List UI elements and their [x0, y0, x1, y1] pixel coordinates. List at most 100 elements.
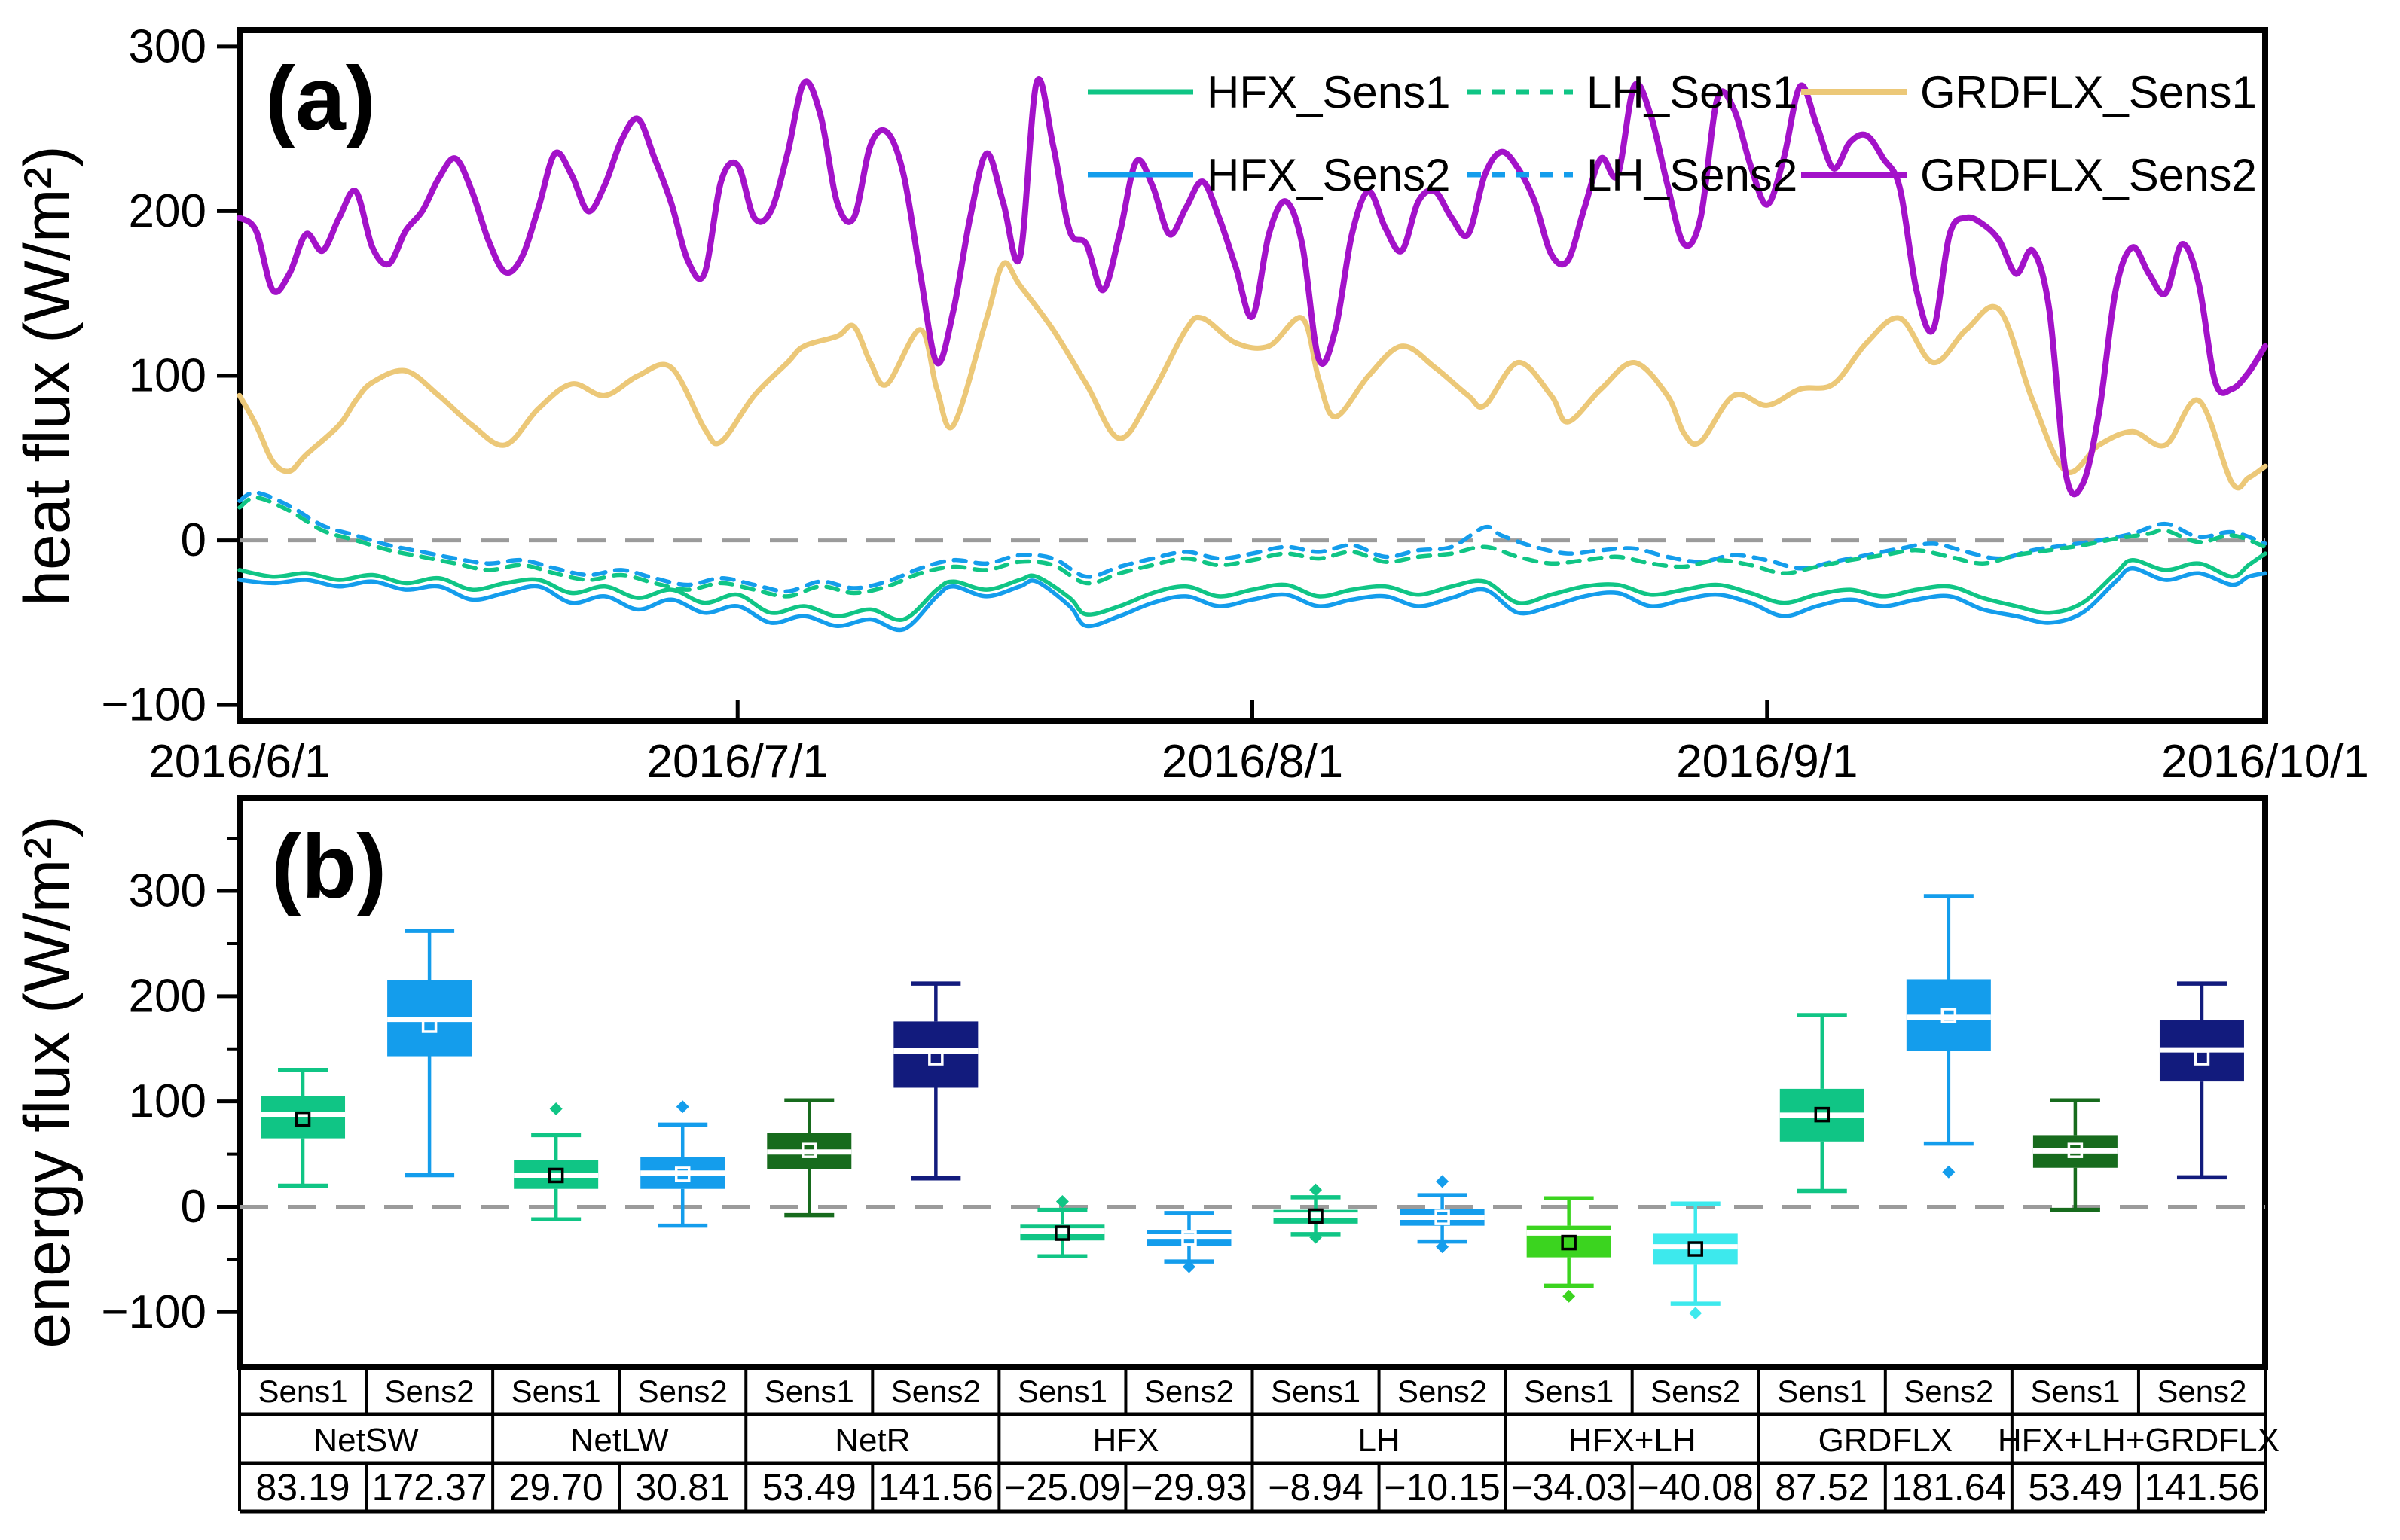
- boxplot-HFX+LH-Sens1: [1526, 1196, 1611, 1303]
- mean-marker: [1181, 1230, 1197, 1246]
- mean-marker: [802, 1142, 817, 1158]
- table-value-cell: 87.52: [1775, 1466, 1869, 1508]
- mean-marker: [421, 1017, 438, 1033]
- boxplot-NetR-Sens2: [893, 981, 979, 1181]
- table-value-cell: 53.49: [2028, 1466, 2122, 1508]
- panel-b-axes: 300 200 100 0 −100: [101, 837, 2265, 1338]
- boxplot-HFX-Sens1: [1020, 1195, 1105, 1258]
- panel-b-y-tick-label: −100: [101, 1286, 206, 1338]
- mean-marker: [295, 1111, 311, 1127]
- boxplot-HFX+LH+GRDFLX-Sens2: [2159, 981, 2244, 1180]
- boxplot-NetLW-Sens1: [514, 1102, 599, 1222]
- table-category-cell: HFX+LH: [1568, 1422, 1696, 1459]
- table-sens-cell: Sens1: [1271, 1374, 1360, 1409]
- table-category-cell: HFX: [1092, 1422, 1159, 1459]
- panel-b-y-tick-label: 100: [129, 1075, 206, 1127]
- boxplot-HFX+LH-Sens2: [1653, 1201, 1738, 1320]
- table-value-cell: −34.03: [1510, 1466, 1626, 1508]
- panel-b-letter: (b): [271, 816, 386, 917]
- legend-label: LH_Sens1: [1586, 67, 1797, 117]
- panel-a-y-tick-label: 0: [181, 514, 206, 566]
- panel-a-x-tick-label: 2016/9/1: [1676, 736, 1858, 788]
- boxplot-GRDFLX-Sens2: [1906, 894, 1991, 1179]
- panel-b-boxplots: [261, 894, 2244, 1320]
- outlier-point: [1562, 1289, 1576, 1303]
- panel-b-frame: [237, 795, 2268, 1370]
- boxplot-LH-Sens2: [1400, 1175, 1485, 1254]
- legend-item-HFX_Sens2: HFX_Sens2: [1088, 150, 1451, 200]
- legend-label: GRDFLX_Sens2: [1920, 150, 2257, 200]
- table-value-cell: −29.93: [1131, 1466, 1247, 1508]
- legend-item-LH_Sens2: LH_Sens2: [1467, 150, 1797, 200]
- panel-b-y-tick-label: 300: [129, 865, 206, 917]
- table-sens-cell: Sens1: [1524, 1374, 1614, 1409]
- table-value-cell: 53.49: [762, 1466, 856, 1508]
- legend-label: LH_Sens2: [1586, 150, 1797, 200]
- panel-b-y-tick-label: 200: [129, 970, 206, 1022]
- panel-a-x-tick-label: 2016/6/1: [148, 736, 330, 788]
- table-value-cell: −40.08: [1638, 1466, 1754, 1508]
- mean-marker: [674, 1166, 691, 1182]
- mean-marker: [1308, 1208, 1324, 1224]
- table-sens-cell: Sens1: [511, 1374, 601, 1409]
- boxplot-NetR-Sens1: [767, 1098, 852, 1218]
- panel-a-y-axis-title: heat flux (W/m²): [11, 145, 84, 606]
- mean-marker: [1814, 1106, 1831, 1123]
- boxplot-LH-Sens1: [1273, 1183, 1358, 1244]
- panel-a-x-tick-label: 2016/8/1: [1162, 736, 1343, 788]
- panel-a-frame: [237, 27, 2268, 724]
- outlier-point: [1942, 1165, 1956, 1179]
- table-value-cell: 29.70: [509, 1466, 603, 1508]
- legend-item-GRDFLX_Sens2: GRDFLX_Sens2: [1801, 150, 2257, 200]
- table-sens-cell: Sens1: [258, 1374, 347, 1409]
- boxplot-NetSW-Sens1: [261, 1067, 346, 1188]
- mean-marker: [928, 1050, 944, 1066]
- legend-item-HFX_Sens1: HFX_Sens1: [1088, 67, 1451, 117]
- table-sens-cell: Sens2: [891, 1374, 981, 1409]
- mean-marker: [1434, 1209, 1450, 1225]
- series-line-HFX_Sens2: [237, 566, 2267, 633]
- mean-marker: [2067, 1142, 2084, 1158]
- table-sens-cell: Sens2: [1650, 1374, 1740, 1409]
- outlier-point: [549, 1102, 563, 1115]
- panel-a-x-tick-label: 2016/10/1: [2161, 736, 2369, 788]
- table-category-cell: LH: [1357, 1422, 1400, 1459]
- series-line-LH_Sens1: [237, 495, 2267, 599]
- series-line-GRDFLX_Sens1: [237, 260, 2268, 491]
- table-sens-cell: Sens1: [2030, 1374, 2120, 1409]
- mean-marker: [548, 1167, 564, 1184]
- boxplot-GRDFLX-Sens1: [1779, 1013, 1864, 1194]
- legend-label: HFX_Sens1: [1207, 67, 1451, 117]
- table-value-cell: −25.09: [1004, 1466, 1120, 1508]
- series-line-HFX_Sens1: [237, 551, 2267, 622]
- mean-marker: [1561, 1234, 1577, 1251]
- table-category-cell: NetLW: [570, 1422, 670, 1459]
- panel-b-y-tick-label: 0: [181, 1181, 206, 1233]
- mean-marker: [1940, 1008, 1957, 1023]
- panel-a-letter: (a): [265, 48, 376, 149]
- table-category-cell: GRDFLX: [1818, 1422, 1953, 1459]
- table-value-cell: 30.81: [636, 1466, 730, 1508]
- boxplot-NetLW-Sens2: [640, 1100, 725, 1228]
- outlier-point: [1689, 1307, 1702, 1320]
- legend-item-LH_Sens1: LH_Sens1: [1467, 67, 1797, 117]
- panel-b: energy flux (W/m²) 300 200 100 0 −100 (b) Se…: [11, 795, 2279, 1514]
- box-iqr: [893, 1021, 979, 1088]
- boxplot-HFX+LH+GRDFLX-Sens1: [2032, 1098, 2118, 1212]
- table-sens-cell: Sens2: [638, 1374, 728, 1409]
- outlier-point: [1436, 1175, 1449, 1188]
- table-value-cell: −8.94: [1268, 1466, 1363, 1508]
- boxplot-HFX-Sens2: [1147, 1211, 1232, 1273]
- table-sens-cell: Sens2: [1144, 1374, 1234, 1409]
- mean-marker: [1687, 1241, 1703, 1257]
- panel-a-y-tick-label: 100: [129, 350, 206, 402]
- outlier-point: [676, 1100, 689, 1114]
- table-sens-cell: Sens2: [385, 1374, 475, 1409]
- panel-b-y-axis-title: energy flux (W/m²): [11, 816, 84, 1348]
- panel-b-summary-table: Sens1 Sens2 Sens1 Sens2 Sens1 Sens2 Sens1 Sens2…: [238, 1365, 2279, 1514]
- table-category-cell: NetR: [835, 1422, 910, 1459]
- table-value-cell: 181.64: [1891, 1466, 2006, 1508]
